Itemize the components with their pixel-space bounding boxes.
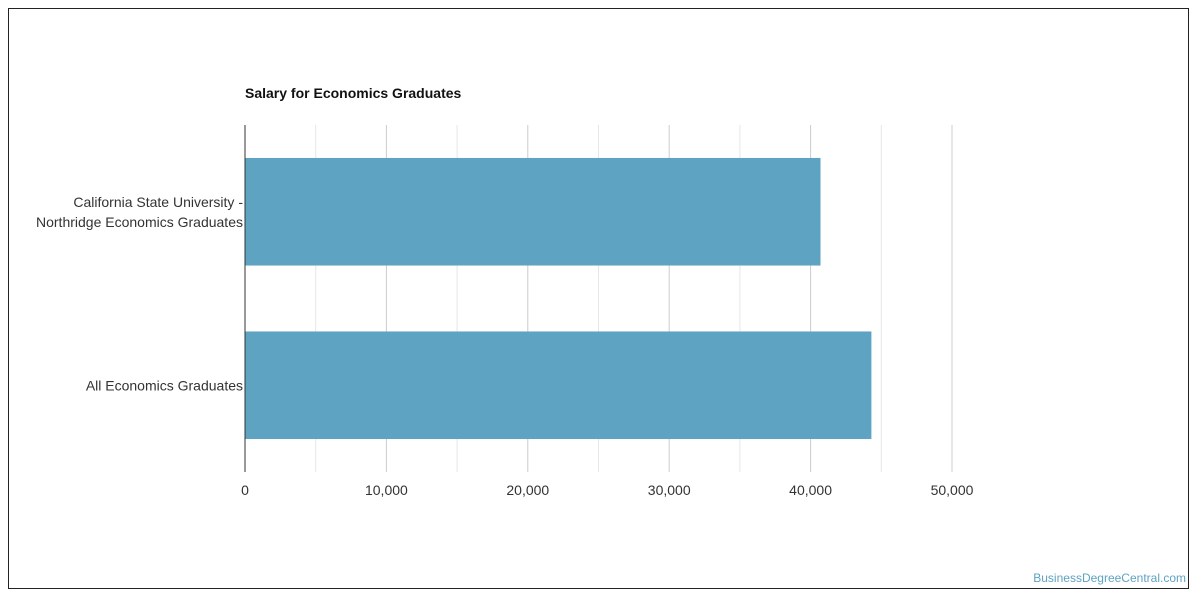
watermark-link[interactable]: BusinessDegreeCentral.com: [1033, 571, 1186, 585]
category-label-line: California State University -: [73, 194, 243, 210]
chart-title: Salary for Economics Graduates: [245, 85, 462, 101]
bars: [245, 157, 872, 440]
bar-0[interactable]: [245, 157, 821, 266]
x-tick-label: 20,000: [506, 482, 549, 498]
x-tick-label: 0: [241, 482, 249, 498]
category-label-1: All Economics Graduates: [86, 377, 243, 393]
category-label-line: All Economics Graduates: [86, 377, 243, 393]
category-label-line: Northridge Economics Graduates: [36, 214, 243, 230]
x-tick-label: 50,000: [931, 482, 974, 498]
bar-1[interactable]: [245, 331, 872, 440]
x-tick-label: 30,000: [648, 482, 691, 498]
category-label-0: California State University - Northridge …: [36, 194, 243, 230]
labels: California State University - Northridge …: [36, 194, 974, 498]
x-tick-label: 10,000: [365, 482, 408, 498]
x-tick-label: 40,000: [789, 482, 832, 498]
